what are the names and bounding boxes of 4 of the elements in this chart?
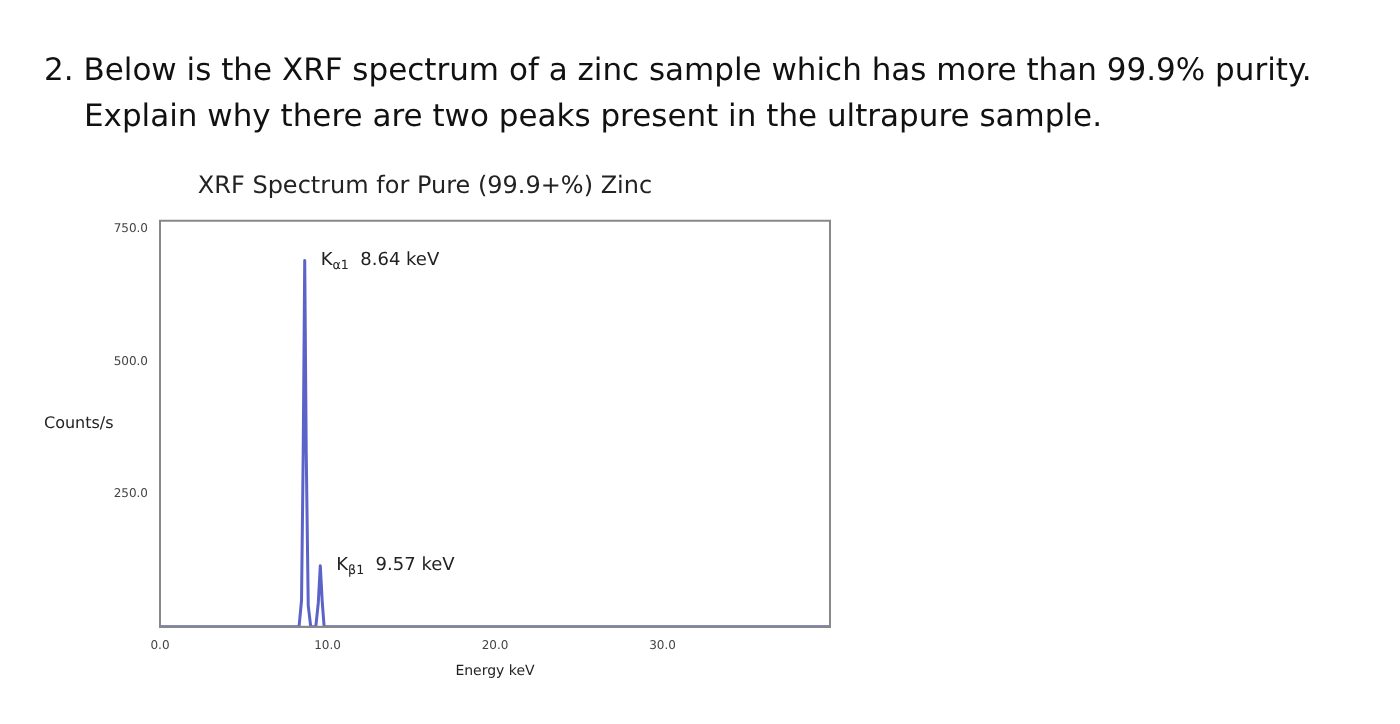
text: 2. Below is the XRF spectrum of a zinc sample which has more than 99.9% purity. bbox=[44, 50, 1312, 92]
text: Explain why there are two peaks present in the ultrapure sample. bbox=[82, 96, 1104, 138]
y-axis-title: Counts/s bbox=[44, 413, 114, 432]
chart-title: XRF Spectrum for Pure (99.9+%) Zinc bbox=[197, 170, 653, 199]
